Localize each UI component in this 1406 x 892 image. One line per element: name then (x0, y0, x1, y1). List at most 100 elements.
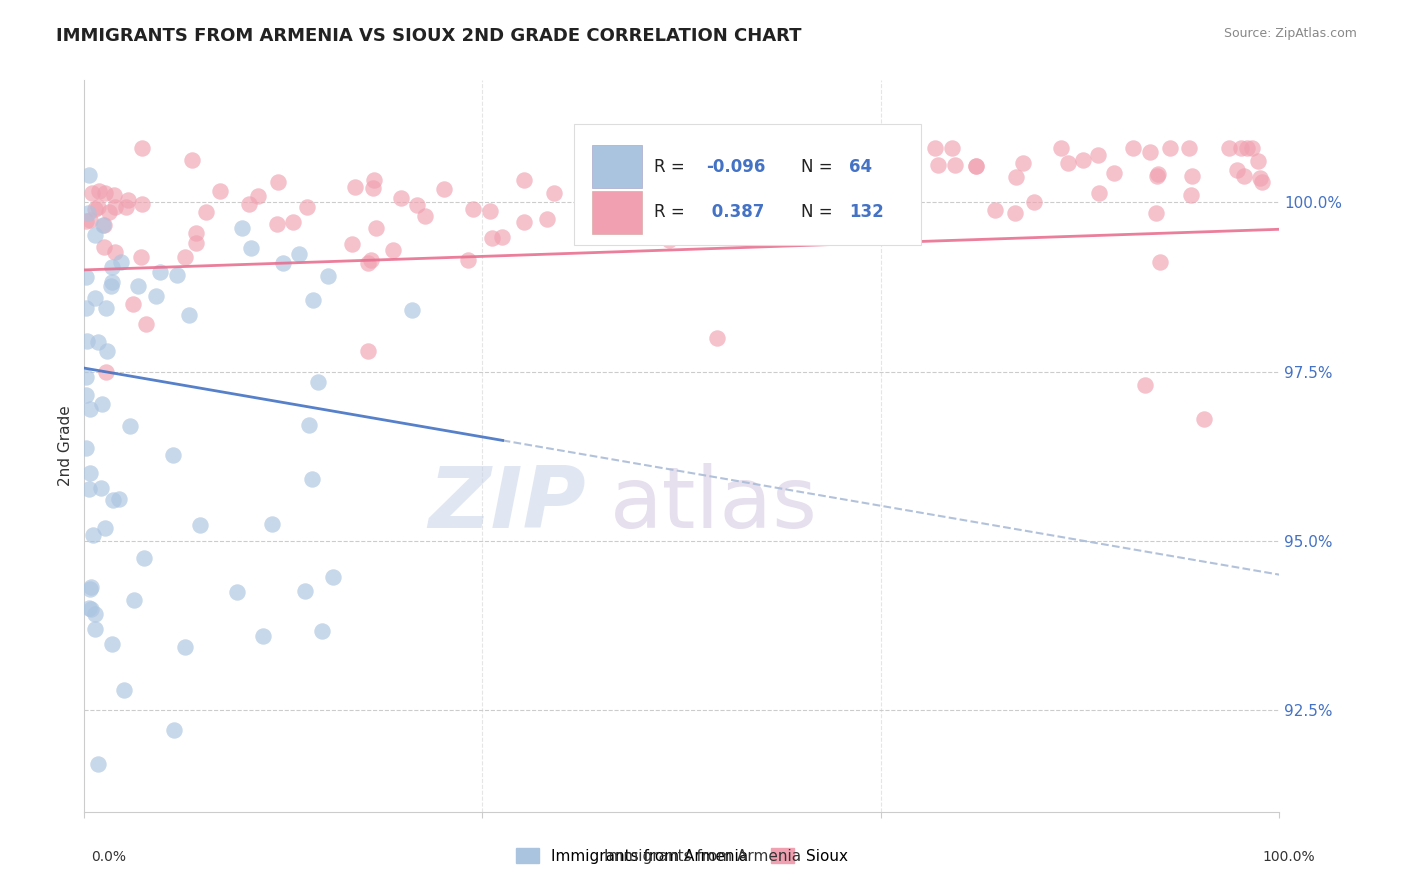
Point (342, 236, 364, 251)
Point (838, 146, 860, 161)
Point (91, 218, 114, 232)
Point (363, 181, 385, 195)
Text: 0.0%: 0.0% (91, 850, 127, 863)
Point (433, 181, 456, 195)
Point (491, 230, 513, 244)
Point (135, 317, 157, 331)
Point (188, 517, 211, 532)
Point (681, 153, 703, 167)
Point (75, 214, 97, 228)
Point (75, 301, 97, 315)
Point (1071, 153, 1094, 167)
Point (79, 213, 101, 227)
Text: 100.0%: 100.0% (1263, 850, 1315, 863)
Point (536, 212, 558, 227)
Point (1024, 194, 1046, 209)
Point (1233, 169, 1256, 183)
Point (779, 161, 801, 175)
Point (797, 209, 820, 223)
Point (513, 172, 536, 186)
Point (80, 186, 103, 200)
Point (891, 156, 914, 170)
Text: 0.387: 0.387 (706, 203, 765, 221)
Point (859, 186, 882, 200)
Point (728, 169, 751, 183)
Point (80, 601, 103, 615)
Point (965, 159, 987, 173)
Point (862, 193, 884, 207)
Point (103, 188, 125, 202)
Point (357, 344, 380, 359)
Point (208, 185, 231, 199)
Point (101, 637, 124, 651)
Point (89, 184, 111, 198)
Point (246, 189, 269, 203)
Point (478, 204, 501, 219)
Point (96, 343, 118, 358)
Point (1147, 167, 1170, 181)
FancyBboxPatch shape (592, 191, 643, 234)
Point (145, 289, 167, 303)
Point (79, 169, 101, 183)
Point (301, 472, 323, 486)
Point (673, 194, 696, 209)
Text: N =: N = (801, 203, 838, 221)
Point (112, 682, 135, 697)
Point (658, 233, 681, 247)
Point (901, 161, 924, 176)
Point (301, 293, 323, 308)
Point (174, 640, 197, 655)
Point (673, 203, 696, 218)
Point (1139, 145, 1161, 160)
Legend: Immigrants from Armenia, Sioux: Immigrants from Armenia, Sioux (509, 842, 855, 870)
Text: ZIP: ZIP (429, 463, 586, 546)
Point (174, 250, 197, 264)
Point (1122, 141, 1144, 155)
Point (1249, 170, 1271, 185)
Point (413, 209, 436, 223)
Point (344, 179, 367, 194)
Point (1004, 206, 1026, 220)
Point (543, 186, 565, 200)
Point (852, 141, 875, 155)
Point (1133, 378, 1156, 392)
Point (457, 252, 479, 267)
Point (685, 203, 707, 218)
Point (100, 260, 122, 274)
Point (1050, 141, 1073, 155)
Point (363, 173, 385, 187)
Point (266, 175, 288, 189)
Point (131, 197, 153, 211)
Point (122, 592, 145, 607)
Point (120, 419, 142, 434)
Point (849, 172, 872, 186)
Point (93, 218, 115, 232)
Point (186, 227, 208, 241)
Point (389, 191, 412, 205)
Point (94, 364, 117, 378)
Point (1146, 169, 1168, 183)
Text: 132: 132 (849, 203, 884, 221)
Point (828, 175, 851, 189)
Point (252, 629, 274, 643)
Y-axis label: 2nd Grade: 2nd Grade (58, 406, 73, 486)
Point (76, 334, 98, 349)
Point (776, 189, 799, 203)
Point (83, 607, 105, 621)
Point (772, 211, 794, 225)
Point (83, 291, 105, 305)
Point (900, 160, 922, 174)
Point (77, 206, 100, 220)
Point (82, 528, 104, 542)
Point (752, 198, 775, 212)
Text: Source: ZipAtlas.com: Source: ZipAtlas.com (1223, 27, 1357, 40)
Point (1226, 162, 1249, 177)
Point (166, 268, 188, 282)
Point (1230, 141, 1253, 155)
Point (966, 159, 988, 173)
Text: -0.096: -0.096 (706, 158, 765, 176)
Point (883, 200, 905, 214)
Point (79, 467, 101, 481)
Point (281, 215, 304, 229)
Point (84, 202, 107, 217)
